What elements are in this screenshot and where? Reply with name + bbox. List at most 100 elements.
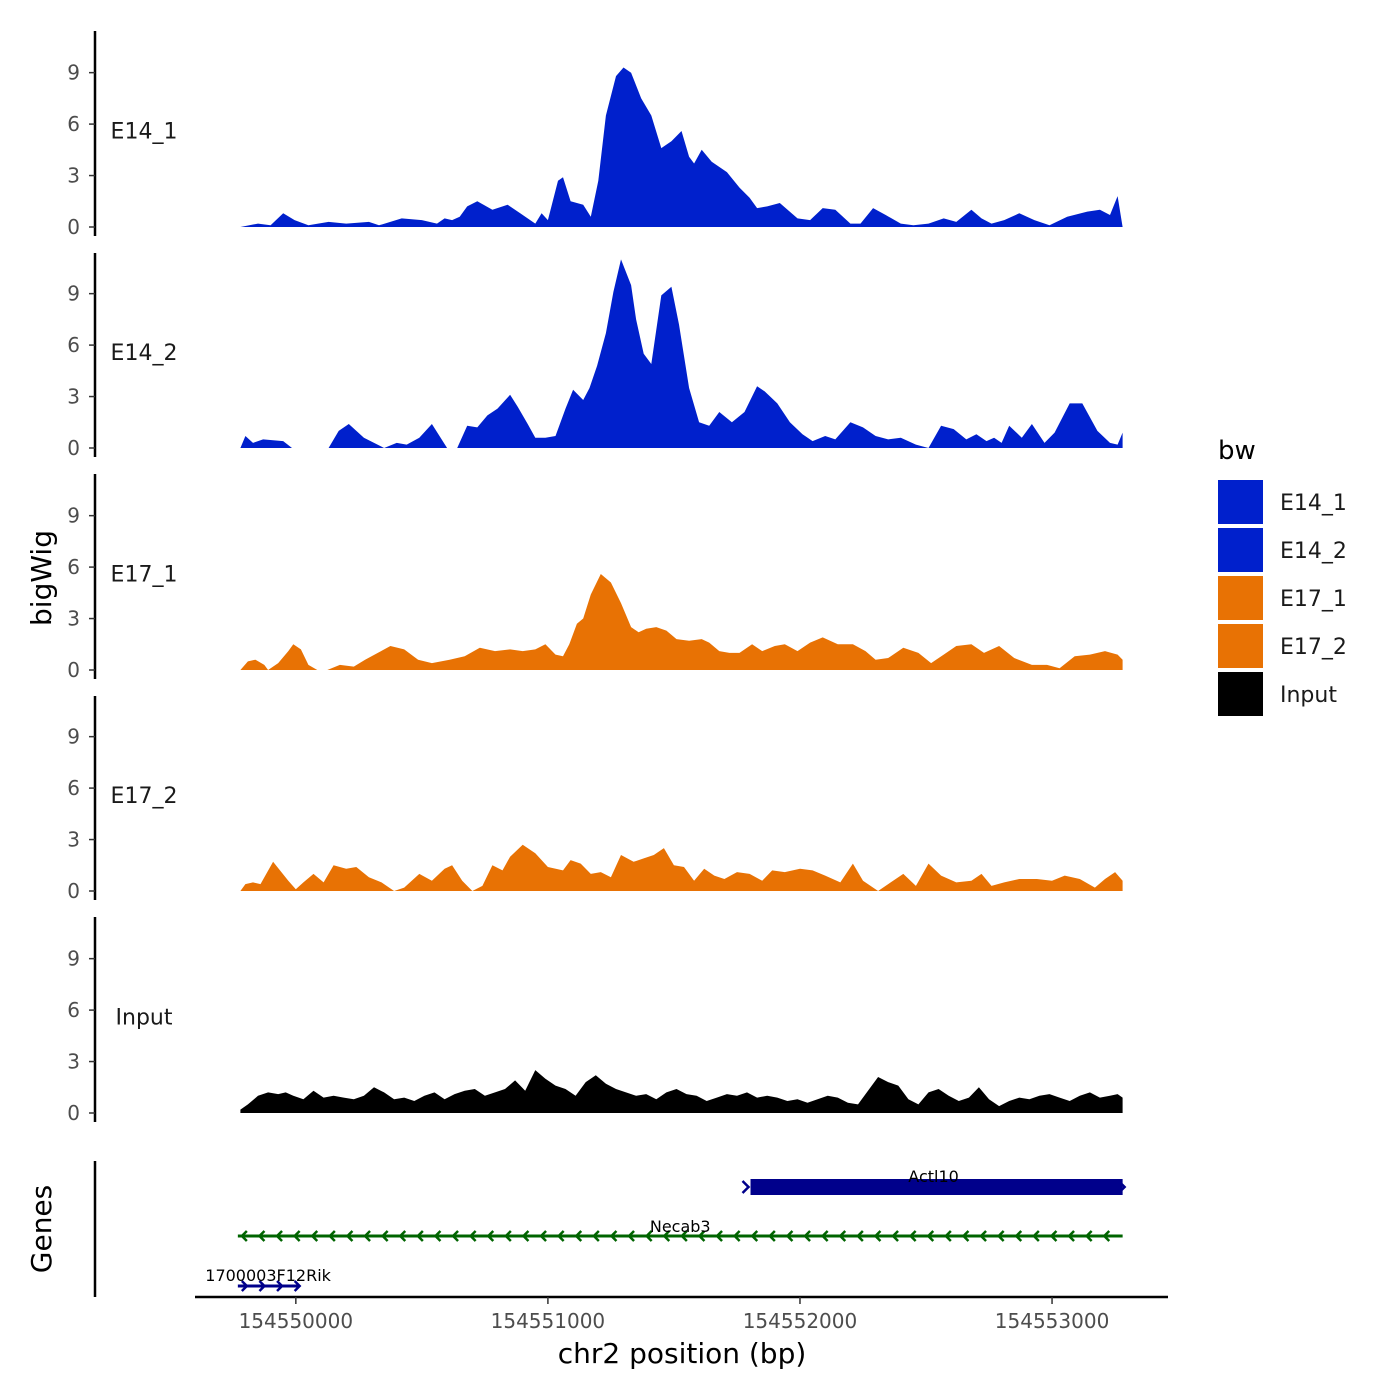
signal-area	[240, 574, 1123, 670]
x-axis-title: chr2 position (bp)	[558, 1337, 807, 1370]
strand-chevron	[768, 1230, 776, 1242]
legend-swatch	[1218, 576, 1263, 620]
y-tick-label: 6	[67, 112, 80, 136]
track-label: Input	[116, 1006, 173, 1031]
x-axis: 154550000 154551000 154552000 154553000	[195, 1295, 1168, 1333]
y-tick-label: 9	[67, 282, 80, 306]
y-tick-label: 6	[67, 998, 80, 1022]
strand-chevron	[433, 1230, 442, 1242]
strand-chevron	[680, 1230, 688, 1242]
track-label: E14_1	[111, 120, 178, 145]
strand-chevron	[662, 1230, 671, 1242]
strand-chevron	[257, 1230, 266, 1242]
strand-chevron	[275, 1230, 283, 1242]
legend-entry-label: E14_1	[1280, 491, 1347, 516]
y-tick-label: 6	[67, 776, 80, 800]
strand-chevron	[592, 1230, 600, 1242]
strand-chevron	[926, 1230, 935, 1242]
strand-chevron	[732, 1230, 741, 1242]
signal-area	[240, 844, 1123, 891]
strand-chevron	[908, 1230, 917, 1242]
gene-label: Actl10	[908, 1167, 959, 1186]
strand-chevron	[838, 1230, 847, 1242]
gene-track: Actl10 Necab3 1700003F12Rik	[93, 1161, 1127, 1297]
y-tick-label: 9	[67, 61, 80, 85]
legend-entry-label: E14_2	[1280, 539, 1347, 564]
strand-chevron	[697, 1230, 706, 1242]
legend-swatch	[1218, 624, 1263, 668]
legend-title: bw	[1218, 436, 1256, 466]
y-tick-label: 6	[67, 333, 80, 357]
y-tick-label: 0	[67, 436, 80, 460]
strand-chevron	[609, 1230, 618, 1242]
strand-chevron	[944, 1230, 952, 1242]
track-e17-1: 0 3 6 9 E17_1	[67, 474, 1123, 682]
strand-chevron	[416, 1230, 424, 1242]
y-tick-label: 3	[67, 607, 80, 631]
strand-chevron	[398, 1230, 407, 1242]
strand-chevron	[820, 1230, 829, 1242]
y-tick-label: 3	[67, 385, 80, 409]
track-e17-2: 0 3 6 9 E17_2	[67, 696, 1123, 903]
x-tick-label: 154553000	[995, 1309, 1110, 1333]
gene-1700003f12rik: 1700003F12Rik	[205, 1266, 332, 1292]
y-tick-label: 3	[67, 828, 80, 852]
y-axis-title: bigWig	[25, 530, 58, 626]
signal-area	[240, 259, 1123, 448]
legend-swatch	[1218, 528, 1263, 572]
strand-chevron	[539, 1230, 547, 1242]
strand-chevron	[258, 1280, 267, 1292]
legend-entry-label: Input	[1280, 683, 1337, 708]
y-tick-label: 0	[67, 1101, 80, 1125]
strand-chevron	[468, 1230, 477, 1242]
y-tick-label: 6	[67, 555, 80, 579]
track-label: E14_2	[111, 341, 178, 366]
track-e14-2: 0 3 6 9 E14_2	[67, 253, 1123, 460]
strand-chevron	[891, 1230, 899, 1242]
strand-chevron	[556, 1230, 565, 1242]
y-tick-label: 0	[67, 879, 80, 903]
strand-chevron	[1117, 1180, 1127, 1194]
y-tick-label: 0	[67, 215, 80, 239]
strand-chevron	[715, 1230, 723, 1242]
strand-chevron	[961, 1230, 970, 1242]
strand-chevron	[504, 1230, 512, 1242]
strand-chevron	[873, 1230, 882, 1242]
gene-actl10: Actl10	[741, 1167, 1127, 1195]
strand-chevron	[803, 1230, 811, 1242]
track-label: E17_2	[111, 784, 178, 809]
signal-area	[240, 1070, 1123, 1113]
strand-chevron	[856, 1230, 864, 1242]
strand-chevron	[1084, 1230, 1093, 1242]
strand-chevron	[1049, 1230, 1058, 1242]
strand-chevron	[328, 1230, 336, 1242]
strand-chevron	[1032, 1230, 1040, 1242]
legend-swatch	[1218, 672, 1263, 716]
strand-chevron	[750, 1230, 759, 1242]
gene-label: Necab3	[650, 1217, 711, 1236]
track-input: 0 3 6 9 Input	[67, 917, 1123, 1125]
strand-chevron	[310, 1230, 319, 1242]
legend: bw E14_1 E14_2 E17_1 E17_2 Input	[1218, 436, 1347, 716]
legend-entry-label: E17_1	[1280, 587, 1347, 612]
strand-chevron	[380, 1230, 389, 1242]
gene-necab3: Necab3	[237, 1217, 1123, 1242]
genes-axis-title: Genes	[25, 1185, 58, 1273]
gene-label: 1700003F12Rik	[205, 1266, 331, 1285]
strand-chevron	[240, 1280, 249, 1292]
y-tick-label: 3	[67, 164, 80, 188]
legend-entry-label: E17_2	[1280, 635, 1347, 660]
y-tick-label: 0	[67, 658, 80, 682]
strand-chevron	[486, 1230, 495, 1242]
legend-swatch	[1218, 480, 1263, 524]
strand-chevron	[276, 1280, 284, 1292]
strand-chevron	[1102, 1230, 1111, 1242]
strand-chevron	[363, 1230, 371, 1242]
signal-area	[240, 67, 1123, 227]
strand-chevron	[627, 1230, 635, 1242]
strand-chevron	[1067, 1230, 1075, 1242]
signal-tracks: 0 3 6 9 E14_1 0 3 6 9 E14_2 0 3 6 9 E17_1 0 3 6 9 E17_2 0 3 6 9…	[67, 31, 1123, 1125]
x-tick-label: 154552000	[743, 1309, 858, 1333]
strand-chevron	[293, 1280, 302, 1292]
